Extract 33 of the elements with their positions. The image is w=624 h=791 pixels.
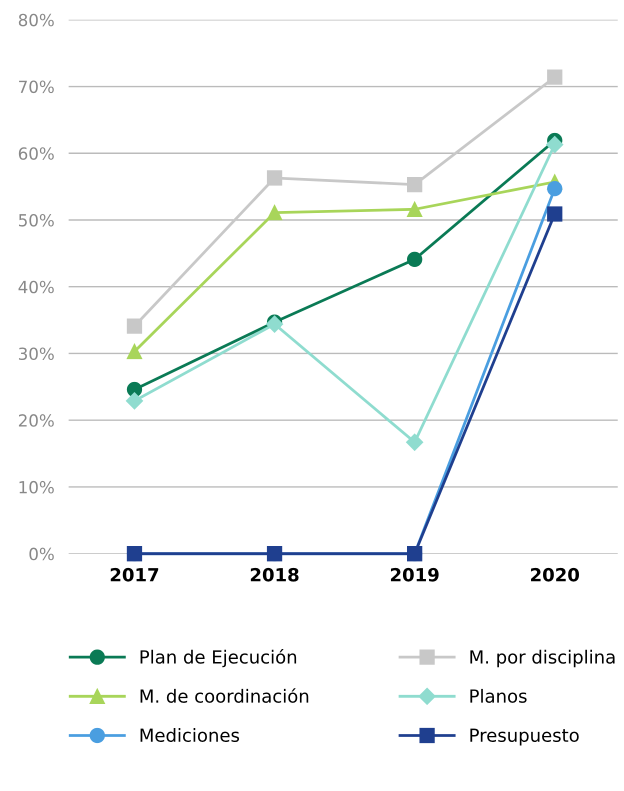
x-tick-label: 2017 <box>110 568 158 582</box>
y-tick-label: 50% <box>18 214 54 227</box>
legend-label: Planos <box>470 688 527 703</box>
x-tick-label: 2018 <box>250 568 299 582</box>
y-tick-label: 30% <box>18 347 54 360</box>
point <box>266 205 282 220</box>
point <box>547 70 562 85</box>
y-tick-label: 80% <box>18 14 54 26</box>
point <box>407 202 422 217</box>
legend-label: M. por disciplina <box>470 650 615 668</box>
point <box>126 392 144 410</box>
y-tick-label: 20% <box>18 414 54 427</box>
legend-label: Mediciones <box>140 728 240 742</box>
point <box>126 318 142 334</box>
point <box>266 316 284 333</box>
x-tick-label: 2020 <box>531 568 579 582</box>
point <box>126 344 142 360</box>
x-tick-label: 2019 <box>390 568 439 582</box>
y-tick-label: 70% <box>19 80 54 94</box>
legend-label: M. de coordinación <box>140 688 308 703</box>
y-tick-label: 10% <box>20 480 54 494</box>
legend-label: Plan de Ejecución <box>140 649 296 668</box>
point <box>546 136 564 154</box>
point <box>407 252 422 268</box>
y-tick-label: 0% <box>29 548 54 560</box>
point <box>266 170 282 186</box>
y-tick-label: 60% <box>18 147 54 160</box>
y-tick-label: 40% <box>18 280 54 294</box>
point <box>547 180 562 196</box>
point <box>406 434 424 451</box>
legend-label: Presupuesto <box>470 728 579 746</box>
point <box>547 206 562 222</box>
point <box>407 176 422 192</box>
